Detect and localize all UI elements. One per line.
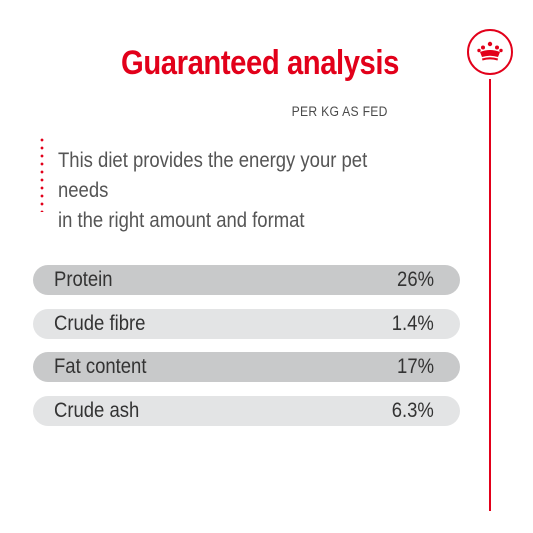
analysis-row-crude-fibre: Crude fibre 1.4% bbox=[33, 308, 460, 339]
analysis-value: 1.4% bbox=[391, 311, 434, 335]
dotted-accent-line bbox=[40, 136, 44, 212]
crown-badge bbox=[467, 29, 513, 75]
crown-icon bbox=[477, 41, 503, 61]
analysis-value: 26% bbox=[397, 268, 434, 291]
analysis-row-crude-ash: Crude ash 6.3% bbox=[33, 395, 460, 426]
analysis-label: Crude ash bbox=[54, 398, 140, 422]
analysis-table: Protein 26% Crude fibre 1.4% Fat content… bbox=[33, 265, 460, 439]
description-line-2: in the right amount and format bbox=[58, 209, 305, 232]
per-kg-subtitle: PER KG AS FED bbox=[291, 104, 388, 119]
analysis-value: 17% bbox=[397, 355, 434, 378]
analysis-label: Fat content bbox=[54, 355, 147, 378]
page-title: Guaranteed analysis bbox=[121, 44, 399, 82]
analysis-value: 6.3% bbox=[391, 398, 434, 422]
analysis-label: Protein bbox=[54, 268, 113, 291]
analysis-label: Crude fibre bbox=[54, 311, 146, 335]
analysis-row-protein: Protein 26% bbox=[33, 265, 460, 295]
description-line-1: This diet provides the energy your pet n… bbox=[58, 149, 368, 202]
diet-description: This diet provides the energy your pet n… bbox=[58, 146, 392, 236]
analysis-row-fat-content: Fat content 17% bbox=[33, 352, 460, 382]
red-vertical-line bbox=[489, 79, 491, 511]
